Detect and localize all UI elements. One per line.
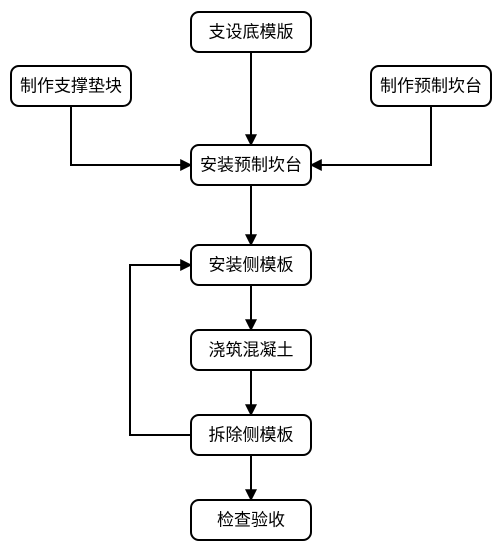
flow-node-n4: 安装预制坎台 [191, 145, 311, 185]
flowchart: 支设底模版制作支撑垫块 制作预制坎台安装预制坎台安装侧模板浇筑混凝土拆除侧模板检查… [0, 0, 501, 544]
flow-node-label: 制作支撑垫块 [20, 77, 122, 96]
flow-node-n5: 安装侧模板 [191, 245, 311, 285]
flow-node-n1: 支设底模版 [191, 12, 311, 52]
flow-edge-n2-n4 [71, 106, 191, 165]
flow-node-n8: 检查验收 [191, 500, 311, 540]
flow-node-label: 支设底模版 [209, 23, 294, 42]
flow-node-label: 拆除侧模板 [209, 426, 294, 445]
flow-node-label: 安装侧模板 [209, 256, 294, 275]
flow-node-n2: 制作支撑垫块 [11, 66, 131, 106]
flow-node-n6: 浇筑混凝土 [191, 330, 311, 370]
flow-node-label: 浇筑混凝土 [209, 341, 294, 360]
flow-edge-n7-n5 [130, 265, 191, 435]
flow-node-label: 安装预制坎台 [200, 156, 302, 175]
flow-node-n7: 拆除侧模板 [191, 415, 311, 455]
flow-node-label: 检查验收 [217, 511, 285, 530]
flow-node-label: 制作预制坎台 [380, 77, 482, 96]
flow-edge-n3-n4 [311, 106, 431, 165]
flow-node-n3: 制作预制坎台 [371, 66, 491, 106]
